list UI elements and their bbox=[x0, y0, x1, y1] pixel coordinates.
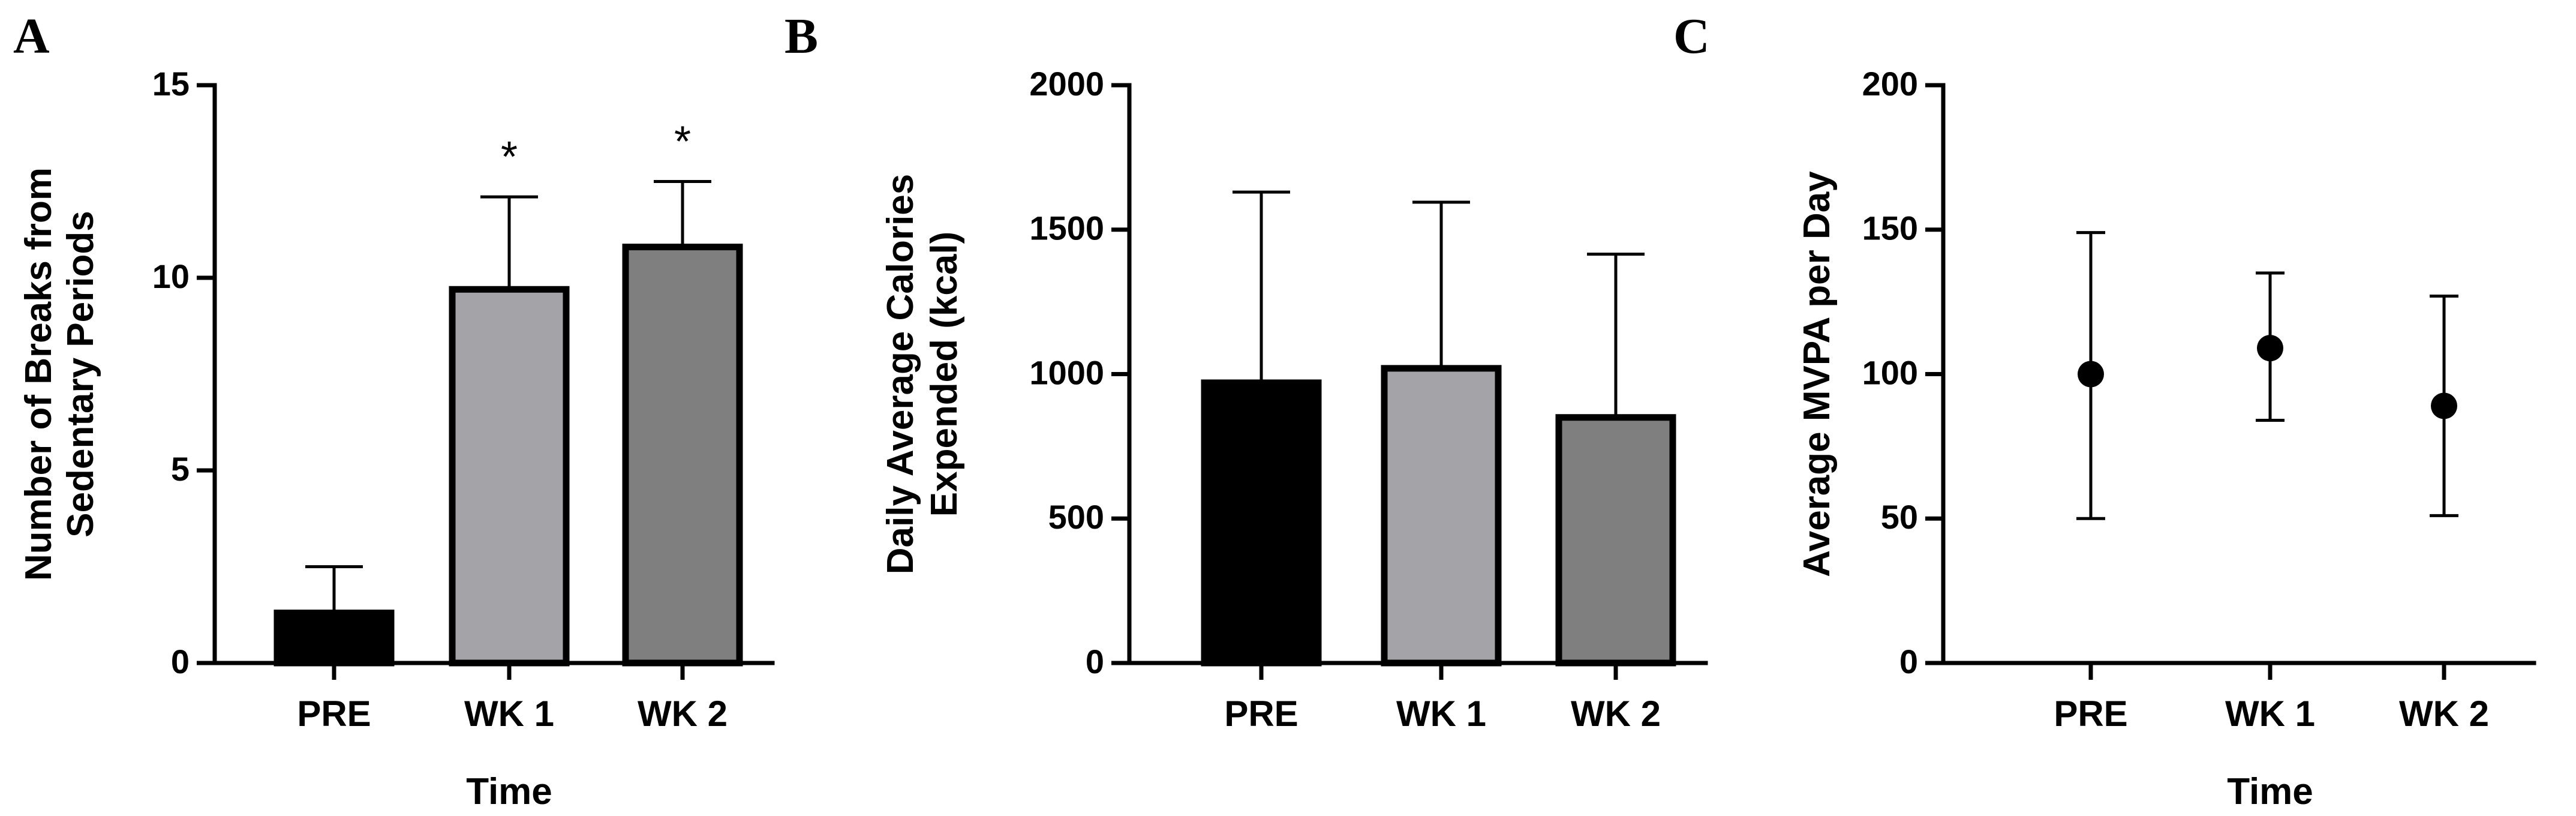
y-tick-label: 10 bbox=[152, 257, 190, 295]
x-tick-label: PRE bbox=[2054, 694, 2127, 734]
x-tick-label: WK 2 bbox=[638, 694, 728, 734]
x-tick-label: WK 1 bbox=[2225, 694, 2315, 734]
y-axis-title-line: Number of Breaks from bbox=[18, 167, 59, 581]
bar-wk-2 bbox=[622, 244, 743, 667]
panel-letter: B bbox=[784, 8, 818, 64]
x-axis-title: Time bbox=[2227, 771, 2313, 812]
significance-marker: * bbox=[674, 118, 691, 166]
point-pre bbox=[2078, 361, 2104, 388]
y-axis-title-line: Sedentary Periods bbox=[60, 211, 101, 537]
x-axis-title: Time bbox=[466, 771, 552, 812]
y-tick-label: 0 bbox=[1086, 643, 1104, 680]
point-wk-2 bbox=[2431, 392, 2457, 419]
bar-wk-2 bbox=[1555, 414, 1676, 667]
y-tick-label: 0 bbox=[171, 643, 190, 680]
bar-pre bbox=[273, 610, 395, 667]
x-tick-label: PRE bbox=[297, 694, 371, 734]
significance-marker: * bbox=[501, 133, 518, 181]
panel-b: B 0 500 1000 1500 2000 PRE WK 1 WK 2 Daily Averag… bbox=[784, 8, 1708, 734]
y-tick-label: 1500 bbox=[1029, 209, 1104, 247]
x-tick-label: WK 2 bbox=[1571, 694, 1661, 734]
panel-letter: A bbox=[13, 8, 50, 64]
x-tick-label: WK 1 bbox=[1396, 694, 1486, 734]
y-tick-label: 1000 bbox=[1029, 353, 1104, 391]
y-tick-label: 150 bbox=[1862, 209, 1918, 247]
y-tick-label: 0 bbox=[1899, 643, 1918, 680]
x-tick-label: WK 1 bbox=[464, 694, 554, 734]
y-tick-label: 50 bbox=[1881, 498, 1918, 536]
panel-a: A * * 0 5 10 15 PRE WK 1 WK 2 Time Number of Breaks… bbox=[13, 8, 775, 812]
y-tick-label: 200 bbox=[1862, 65, 1918, 103]
y-tick-label: 2000 bbox=[1029, 65, 1104, 103]
panel-letter: C bbox=[1673, 8, 1710, 64]
y-tick-label: 15 bbox=[152, 65, 190, 103]
y-tick-label: 500 bbox=[1048, 498, 1104, 536]
x-tick-label: WK 2 bbox=[2399, 694, 2489, 734]
y-tick-label: 5 bbox=[171, 450, 190, 488]
y-tick-label: 100 bbox=[1862, 353, 1918, 391]
bar-wk-1 bbox=[449, 286, 570, 667]
point-wk-1 bbox=[2257, 335, 2283, 362]
x-tick-label: PRE bbox=[1224, 694, 1298, 734]
bar-pre bbox=[1201, 379, 1322, 667]
y-axis-title-line: Average MVPA per Day bbox=[1796, 171, 1838, 577]
y-axis-title-line: Daily Average Calories bbox=[880, 174, 921, 574]
panel-c: C 0 50 100 150 200 PRE WK 1 WK 2 Time Average MVPA… bbox=[1673, 8, 2536, 812]
bar-wk-1 bbox=[1381, 365, 1502, 667]
y-axis-title-line: Expended (kcal) bbox=[924, 232, 965, 517]
